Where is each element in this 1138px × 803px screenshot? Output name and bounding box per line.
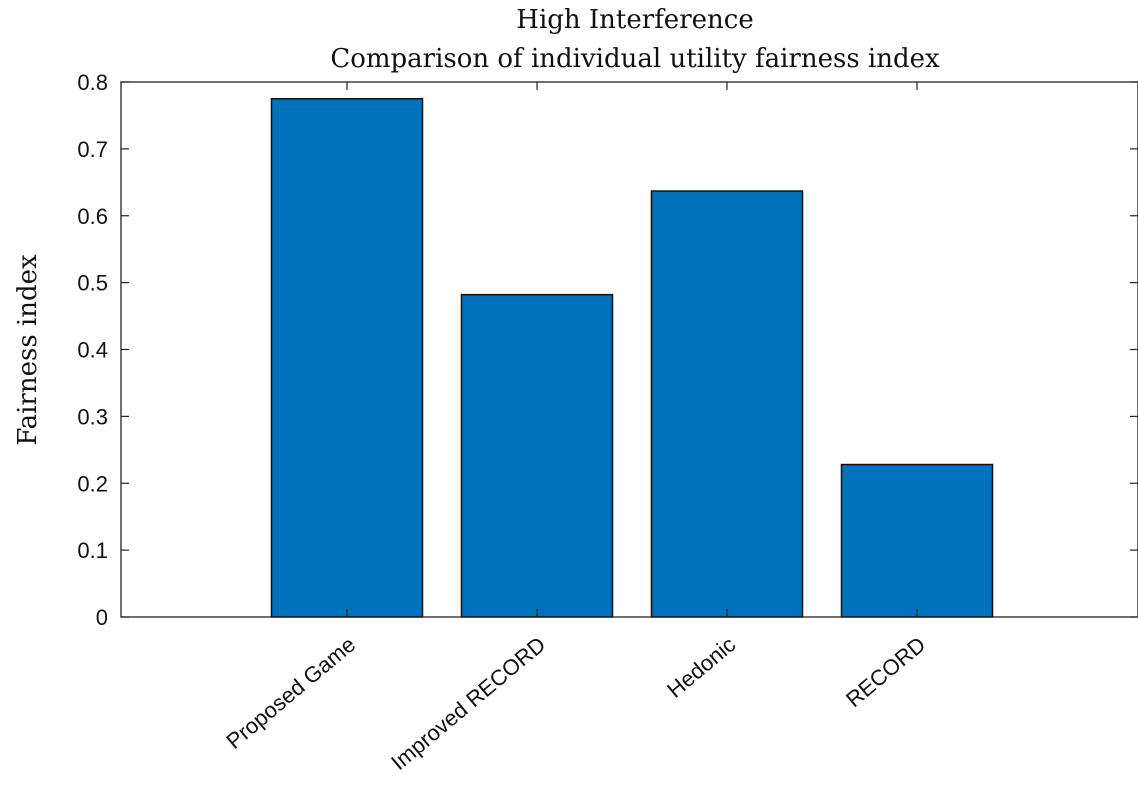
y-tick-label: 0.4 [77,338,108,363]
y-tick-label: 0.6 [77,204,108,229]
x-tick-label: Improved RECORD [386,632,550,775]
x-tick-label: Proposed Game [221,632,360,754]
y-tick-label: 0.1 [77,538,108,563]
y-ticks-group: 0 0.1 0.2 0.3 0.4 0.5 0.6 0.7 0.8 [77,70,1138,630]
y-tick-label: 0.3 [77,404,108,429]
y-axis-label: Fairness index [13,254,43,446]
y-tick-label: 0.5 [77,271,108,296]
chart-title: High Interference [516,5,753,35]
bar-improved-record [460,293,614,618]
bars-group [270,97,994,618]
y-tick-label: 0.2 [77,471,108,496]
y-tick-label: 0.8 [77,70,108,95]
x-tick-label: Hedonic [662,632,740,703]
bar-hedonic [650,190,804,618]
y-tick-label: 0.7 [77,137,108,162]
x-tick-label: RECORD [841,632,930,712]
bar-record [840,463,994,618]
chart-subtitle: Comparison of individual utility fairnes… [330,44,940,74]
y-tick-label: 0 [96,605,108,630]
bar-proposed-game [270,97,424,618]
